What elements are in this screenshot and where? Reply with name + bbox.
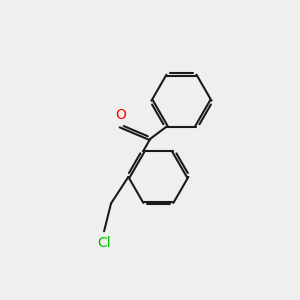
Text: Cl: Cl: [97, 236, 111, 250]
Text: O: O: [115, 108, 126, 122]
